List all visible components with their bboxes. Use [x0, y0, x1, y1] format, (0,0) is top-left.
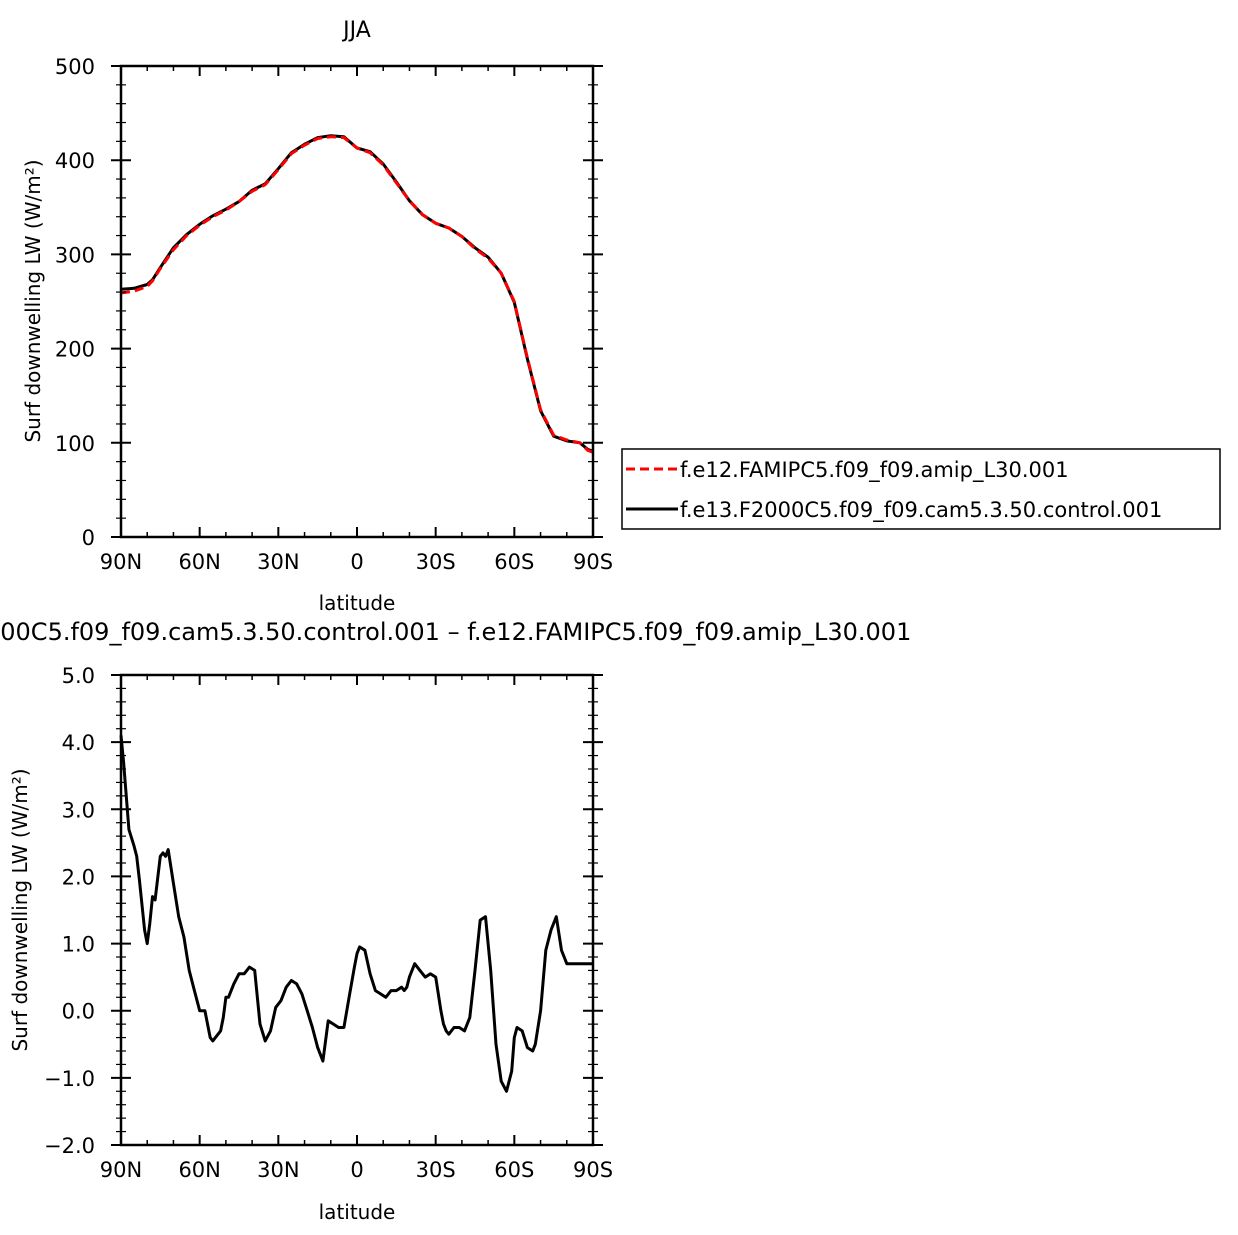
y-tick-label: 5.0	[62, 664, 95, 688]
x-tick-label: 90N	[100, 550, 142, 574]
y-tick-label: 0	[82, 526, 95, 550]
top-series-line-0	[120, 135, 594, 454]
top-plot-frame	[119, 64, 595, 539]
x-tick-label: 60N	[178, 1158, 220, 1182]
x-tick-label: 90N	[100, 1158, 142, 1182]
legend-box	[621, 448, 1221, 530]
y-tick-label: −1.0	[44, 1067, 95, 1091]
x-tick-label: 60S	[494, 1158, 534, 1182]
x-tick-label: 90S	[573, 550, 613, 574]
y-tick-label: 100	[55, 432, 95, 456]
x-tick-label: 30N	[257, 550, 299, 574]
y-tick-label: 0.0	[62, 1000, 95, 1024]
y-tick-label: 1.0	[62, 933, 95, 957]
x-tick-label: 60N	[178, 550, 220, 574]
bottom-series-line-0	[119, 735, 593, 1093]
y-tick-label: 4.0	[62, 731, 95, 755]
top-title: JJA	[341, 18, 371, 43]
y-tick-label: 200	[55, 338, 95, 362]
bottom-plot-frame	[119, 673, 595, 1147]
y-tick-label: −2.0	[44, 1134, 95, 1158]
legend: f.e12.FAMIPC5.f09_f09.amip_L30.001 f.e13…	[621, 448, 1221, 530]
bottom-ticks: 90N 60N 30N 0 30S 60S 90S −2.0 −1.0 0.0 1.0 2.0 3.0 4…	[44, 664, 613, 1182]
top-xlabel: latitude	[319, 591, 396, 615]
top-series-line-1	[120, 134, 594, 453]
y-tick-label: 3.0	[62, 798, 95, 822]
x-tick-label: 0	[350, 550, 363, 574]
top-ylabel: Surf downwelling LW (W/m²)	[21, 159, 45, 442]
x-tick-label: 30S	[416, 1158, 456, 1182]
bottom-plot	[119, 735, 593, 1093]
top-plot	[120, 134, 594, 454]
x-tick-label: 30N	[257, 1158, 299, 1182]
x-tick-label: 60S	[494, 550, 534, 574]
y-tick-label: 500	[55, 55, 95, 79]
bottom-ylabel: Surf downwelling LW (W/m²)	[8, 768, 32, 1051]
x-tick-label: 0	[350, 1158, 363, 1182]
legend-label-control: f.e13.F2000C5.f09_f09.cam5.3.50.control.…	[680, 498, 1162, 523]
legend-label-amip: f.e12.FAMIPC5.f09_f09.amip_L30.001	[680, 458, 1069, 483]
y-tick-label: 300	[55, 243, 95, 267]
bottom-title: f.e13.F2000C5.f09_f09.cam5.3.50.control.…	[0, 618, 911, 646]
top-ticks: 90N 60N 30N 0 30S 60S 90S 0 100 200 300 400 500	[55, 55, 613, 574]
y-tick-label: 2.0	[62, 865, 95, 889]
bottom-xlabel: latitude	[319, 1200, 396, 1224]
y-tick-label: 400	[55, 149, 95, 173]
x-tick-label: 90S	[573, 1158, 613, 1182]
x-tick-label: 30S	[416, 550, 456, 574]
